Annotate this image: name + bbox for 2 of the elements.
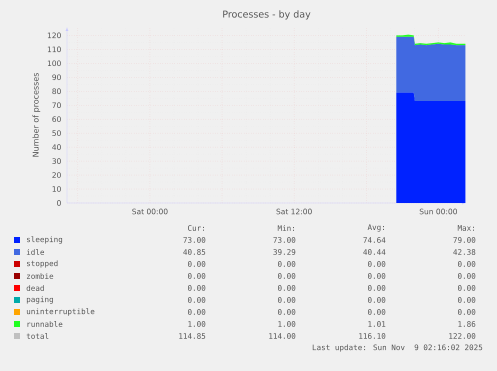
chart-title: Processes - by day <box>223 10 310 20</box>
y-axis-title: Number of processes <box>32 73 40 157</box>
